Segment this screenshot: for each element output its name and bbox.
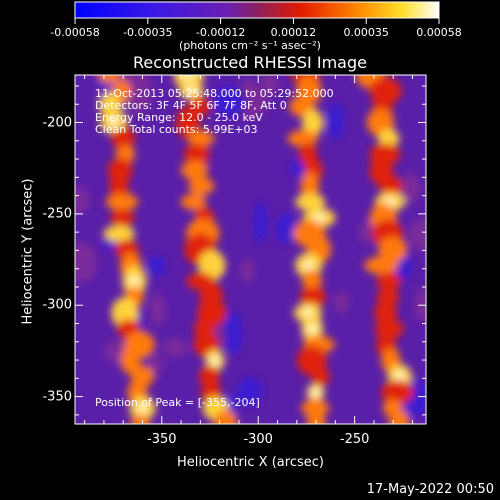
colorbar-unit-label: (photons cm⁻² s⁻¹ asec⁻²) xyxy=(179,39,321,52)
heatmap-background-patch xyxy=(75,242,97,283)
y-tick-label: -350 xyxy=(42,389,72,405)
heatmap-background-patch xyxy=(147,356,164,374)
annotation-detectors: Detectors: 3F 4F 5F 6F 7F 8F, Att 0 xyxy=(95,99,287,112)
heatmap-bright-blob xyxy=(180,193,207,210)
heatmap-bright-blob xyxy=(183,143,210,165)
heatmap-bright-blob xyxy=(369,77,402,105)
heatmap-bright-blob xyxy=(295,193,326,211)
y-tick-label: -300 xyxy=(42,297,72,313)
heatmap-bright-blob xyxy=(388,409,410,424)
heatmap-bright-blob xyxy=(300,287,327,308)
heatmap-bright-blob xyxy=(376,272,401,291)
heatmap-bright-blob xyxy=(181,160,209,180)
annotation-peak-position: Position of Peak = [-355,-204] xyxy=(95,396,260,409)
x-tick-label: -250 xyxy=(339,432,370,447)
heatmap-bright-blob xyxy=(300,171,319,201)
y-axis-label: Heliocentric Y (arcsec) xyxy=(20,178,36,325)
heatmap-bright-blob xyxy=(109,172,129,200)
heatmap-bright-blob xyxy=(287,129,318,147)
heatmap-background-patch xyxy=(334,291,349,314)
annotation-time-range: 11-Oct-2013 05:25:48.000 to 05:29:52.000 xyxy=(95,87,334,100)
colorbar-tick-label: -0.00035 xyxy=(123,26,173,39)
heatmap-bright-blob xyxy=(377,129,400,148)
heatmap-hot-spot xyxy=(183,75,194,80)
colorbar-tick-label: -0.00012 xyxy=(195,26,246,39)
heatmap-bright-blob xyxy=(187,130,215,147)
heatmap-background-patch xyxy=(239,259,255,283)
heatmap-bright-blob xyxy=(175,106,200,139)
heatmap-bright-blob xyxy=(120,346,141,375)
heatmap-background-patch xyxy=(237,376,263,406)
colorbar-gradient xyxy=(74,1,440,19)
heatmap-background-patch xyxy=(213,85,246,118)
heatmap-background-patch xyxy=(75,186,90,215)
heatmap-hot-spot xyxy=(129,276,140,287)
x-tick-label: -350 xyxy=(147,432,177,447)
heatmap-bright-blob xyxy=(302,269,322,293)
heatmap-background-patch xyxy=(253,201,268,243)
heatmap-hot-spot xyxy=(394,371,405,382)
heatmap-hot-spot xyxy=(209,355,220,366)
heatmap-background-patch xyxy=(275,212,296,244)
heatmap-background-patch xyxy=(224,311,243,354)
y-tick-label: -200 xyxy=(42,115,72,130)
heatmap-background-patch xyxy=(149,293,166,326)
colorbar-tick-label: 0.00058 xyxy=(416,26,462,39)
heatmap-background-patch xyxy=(260,75,279,97)
chart-title: Reconstructed RHESSI Image xyxy=(133,53,367,72)
colorbar-tick-label: -0.00058 xyxy=(50,26,100,39)
heatmap-bright-blob xyxy=(198,250,226,281)
heatmap-bright-blob xyxy=(301,108,324,137)
heatmap-hot-spot xyxy=(303,260,314,271)
heatmap-background-patch xyxy=(399,173,421,204)
heatmap-bright-blob xyxy=(103,225,136,242)
heatmap-bright-blob xyxy=(379,175,403,197)
heatmap-bright-blob xyxy=(301,399,329,418)
heatmap-bright-blob xyxy=(381,380,414,405)
heatmap-hot-spot xyxy=(108,117,119,128)
heatmap-bright-blob xyxy=(110,209,135,227)
heatmap-bright-blob xyxy=(97,75,121,84)
heatmap-bright-blob xyxy=(306,412,326,424)
heatmap-bright-blob xyxy=(364,256,399,275)
y-tick-label: -250 xyxy=(42,206,72,222)
heatmap-bright-blob xyxy=(378,236,408,263)
annotation-energy-range: Energy Range: 12.0 - 25.0 keV xyxy=(95,111,263,124)
heatmap-image xyxy=(75,75,426,424)
heatmap-hot-spot xyxy=(314,212,325,223)
heatmap-background-patch xyxy=(147,255,166,277)
colorbar-tick-label: 0.00012 xyxy=(270,26,317,39)
heatmap-hot-spot xyxy=(186,85,197,96)
heatmap-background-patch xyxy=(327,102,345,140)
x-axis-label: Heliocentric X (arcsec) xyxy=(177,455,324,470)
timestamp: 17-May-2022 00:50 xyxy=(366,482,494,497)
heatmap-hot-spot xyxy=(307,323,318,334)
heatmap-hot-spot xyxy=(137,403,148,414)
heatmap-bright-blob xyxy=(374,301,397,325)
annotation-counts: Clean Total counts: 5.99E+03 xyxy=(95,123,258,136)
heatmap-bright-blob xyxy=(105,193,139,211)
x-tick-label: -300 xyxy=(243,432,273,447)
heatmap-bright-blob xyxy=(111,127,135,150)
colorbar-tick-label: 0.00035 xyxy=(343,26,389,39)
heatmap-bright-blob xyxy=(188,177,215,195)
heatmap-background-patch xyxy=(162,338,188,357)
heatmap-background-patch xyxy=(407,218,426,251)
heatmap-bright-blob xyxy=(311,366,330,386)
colorbar xyxy=(74,1,440,24)
heatmap-hot-spot xyxy=(310,387,321,398)
heatmap-bright-blob xyxy=(130,414,151,424)
